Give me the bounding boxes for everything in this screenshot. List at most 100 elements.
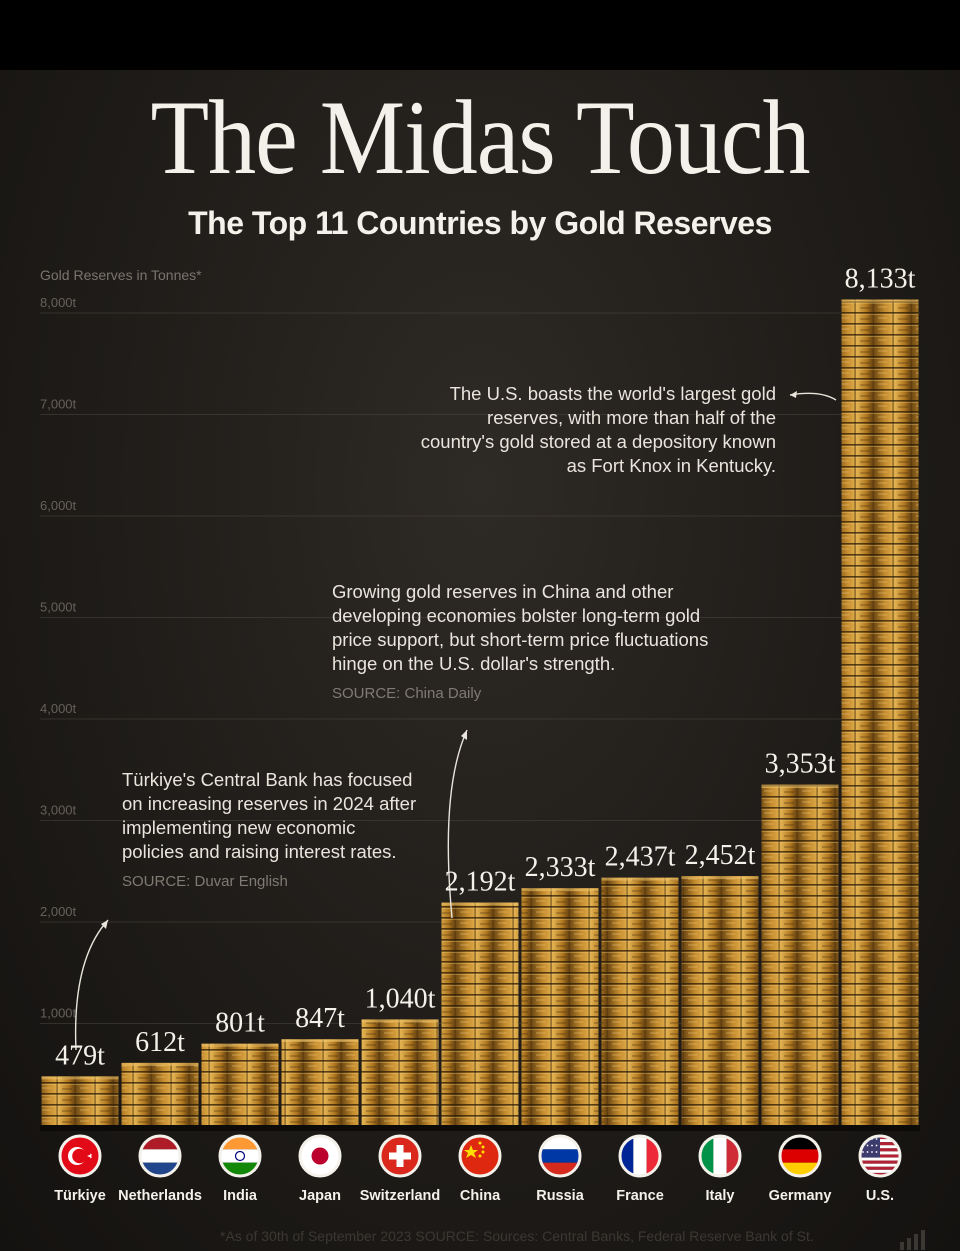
flag-ring: [378, 1134, 422, 1178]
italy-flag-icon: [698, 1134, 742, 1178]
bar-top-highlight: [601, 877, 679, 881]
us-star: [875, 1144, 878, 1147]
y-tick-label: 6,000t: [40, 498, 77, 513]
bar-top-highlight: [681, 876, 759, 880]
us-stripe: [860, 1157, 900, 1161]
value-labels: 479t Türkiye 612t Netherlands 801t India 847t J…: [54, 264, 915, 1204]
value-label: 801t: [215, 1008, 265, 1039]
small-star: [478, 1141, 482, 1145]
us-star: [862, 1138, 864, 1140]
y-tick-label: 4,000t: [40, 701, 77, 716]
category-label: Italy: [705, 1188, 734, 1204]
bar-top-highlight: [201, 1043, 279, 1047]
value-label: 847t: [295, 1003, 345, 1034]
value-label: 1,040t: [365, 983, 436, 1014]
flag-ring: [538, 1134, 582, 1178]
value-label: 3,353t: [765, 749, 836, 780]
stripe-white: [633, 1136, 647, 1176]
gold-reserves-chart: 1,000t 2,000t 3,000t 4,000t 5,000t 6,000t 7,00…: [40, 264, 920, 1204]
switzerland-flag-icon: [378, 1134, 422, 1178]
sun-disc: [311, 1147, 329, 1165]
flag-ring: [298, 1134, 342, 1178]
bar-11: [841, 299, 919, 1125]
y-tick-label: 1,000t: [40, 1006, 77, 1021]
category-label: Russia: [536, 1188, 584, 1204]
small-star: [478, 1154, 482, 1158]
us-annotation-arrowhead: [790, 391, 797, 398]
bar-4: [281, 1039, 359, 1125]
us-stripe: [860, 1172, 900, 1176]
us-star: [866, 1151, 869, 1153]
bar-2: [121, 1062, 199, 1125]
china-annotation: Growing gold reserves in China and other…: [332, 580, 712, 706]
china-annotation-source: SOURCE: China Daily: [332, 685, 482, 702]
flag-ring: [618, 1134, 662, 1178]
y-tick-label: 2,000t: [40, 904, 77, 919]
y-tick-label: 7,000t: [40, 397, 77, 412]
bar-top-highlight: [521, 888, 599, 892]
turkiye-flag-icon: [58, 1134, 102, 1178]
bar-1: [41, 1076, 119, 1125]
bar-top-highlight: [761, 784, 839, 788]
us-star: [875, 1138, 878, 1140]
turkiye-annotation-arrow: [74, 919, 109, 1051]
chakra: [234, 1150, 246, 1162]
stripe-white: [713, 1136, 727, 1176]
china-annotation-text: Growing gold reserves in China and other…: [332, 581, 709, 674]
bar-top-highlight: [361, 1019, 439, 1023]
category-label: Switzerland: [360, 1188, 441, 1204]
flag-ring: [218, 1134, 262, 1178]
big-star: [464, 1145, 478, 1158]
bar-5: [361, 1019, 439, 1125]
category-label: Türkiye: [54, 1188, 106, 1204]
y-tick-label: 8,000t: [40, 295, 77, 310]
bar-logo-icon: [900, 1230, 925, 1250]
japan-flag-icon: [298, 1134, 342, 1178]
flag-ring: [458, 1134, 502, 1178]
category-label: France: [616, 1188, 664, 1204]
us-flag-icon: [858, 1134, 902, 1178]
bar-top-highlight: [841, 299, 919, 303]
turkiye-annotation-arrowhead: [101, 920, 108, 929]
bar-7: [521, 888, 599, 1125]
us-stripe: [860, 1169, 900, 1173]
bar-top-highlight: [281, 1039, 359, 1043]
bar-top-highlight: [121, 1062, 199, 1066]
category-label: Japan: [299, 1188, 341, 1204]
annotation-arrows: [74, 391, 837, 1051]
footnote: *As of 30th of September 2023 SOURCE: So…: [220, 1228, 814, 1244]
flag-ring: [58, 1134, 102, 1178]
flag-ring: [858, 1134, 902, 1178]
star: [87, 1153, 92, 1159]
us-star: [875, 1151, 878, 1153]
china-annotation-arrowhead: [461, 730, 467, 740]
stripe-blue: [540, 1149, 580, 1163]
page-subtitle: The Top 11 Countries by Gold Reserves: [188, 205, 772, 241]
small-star: [481, 1145, 485, 1149]
bar-8: [601, 877, 679, 1125]
category-label: Germany: [769, 1188, 832, 1204]
us-stripe: [860, 1160, 900, 1164]
category-label: China: [460, 1188, 501, 1204]
small-star: [481, 1150, 485, 1154]
flag-ring: [138, 1134, 182, 1178]
stripe-white: [140, 1149, 180, 1163]
bar-10: [761, 784, 839, 1125]
value-label: 2,333t: [525, 852, 596, 883]
crescent-inner: [72, 1148, 87, 1164]
us-annotation-arrow: [789, 392, 837, 401]
turkiye-annotation-source: SOURCE: Duvar English: [122, 873, 288, 890]
us-annotation-text: The U.S. boasts the world's largest gold…: [420, 383, 776, 476]
us-star: [871, 1144, 873, 1147]
flag-ring: [698, 1134, 742, 1178]
y-tick-label: 5,000t: [40, 600, 77, 615]
france-flag-icon: [618, 1134, 662, 1178]
value-label: 2,452t: [685, 840, 756, 871]
category-label: Netherlands: [118, 1188, 202, 1204]
china-annotation-arrow: [447, 729, 468, 919]
bar-top-highlight: [41, 1076, 119, 1080]
bar-9: [681, 876, 759, 1125]
turkiye-annotation: Türkiye's Central Bank has focused on in…: [122, 768, 422, 894]
country-flags: [58, 1134, 902, 1178]
y-tick-label: 3,000t: [40, 803, 77, 818]
